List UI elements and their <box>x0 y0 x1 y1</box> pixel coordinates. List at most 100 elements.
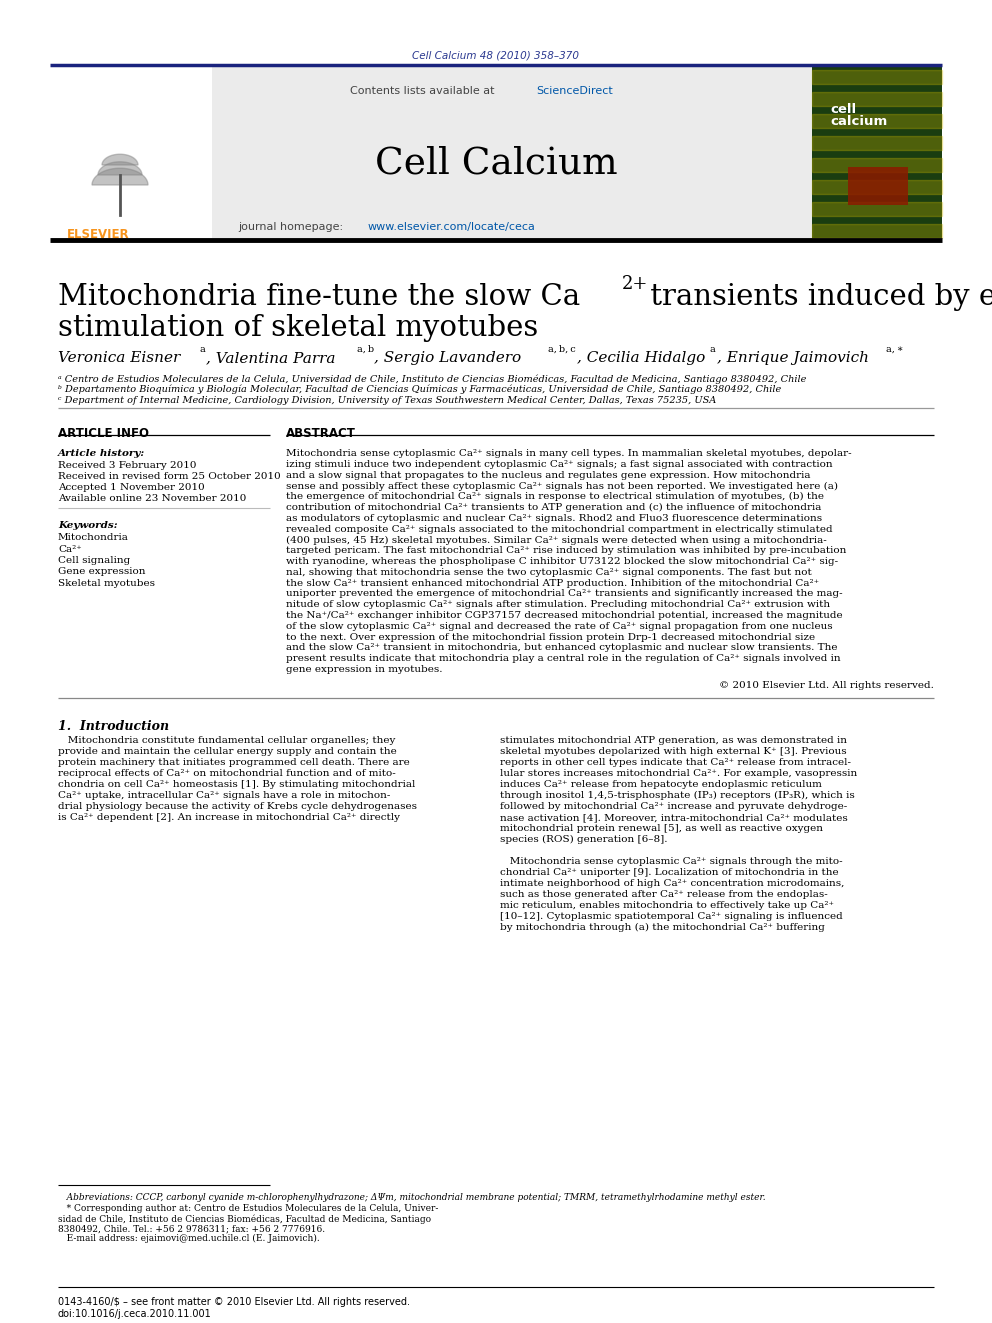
Text: Ca²⁺: Ca²⁺ <box>58 545 81 553</box>
Text: ᵇ Departamento Bioquímica y Biología Molecular, Facultad de Ciencias Químicas y : ᵇ Departamento Bioquímica y Biología Mol… <box>58 385 782 394</box>
Text: www.elsevier.com/locate/ceca: www.elsevier.com/locate/ceca <box>368 222 536 232</box>
Polygon shape <box>812 70 942 83</box>
Text: ELSEVIER: ELSEVIER <box>67 228 130 241</box>
Text: izing stimuli induce two independent cytoplasmic Ca²⁺ signals; a fast signal ass: izing stimuli induce two independent cyt… <box>286 460 832 468</box>
Text: Gene expression: Gene expression <box>58 568 146 577</box>
Text: transients induced by electrical: transients induced by electrical <box>641 283 992 311</box>
Text: intimate neighborhood of high Ca²⁺ concentration microdomains,: intimate neighborhood of high Ca²⁺ conce… <box>500 878 844 888</box>
Text: such as those generated after Ca²⁺ release from the endoplas-: such as those generated after Ca²⁺ relea… <box>500 890 827 898</box>
Text: present results indicate that mitochondria play a central role in the regulation: present results indicate that mitochondr… <box>286 654 840 663</box>
Text: provide and maintain the cellular energy supply and contain the: provide and maintain the cellular energy… <box>58 746 397 755</box>
Text: a, b, c: a, b, c <box>548 345 575 355</box>
Text: ScienceDirect: ScienceDirect <box>536 86 613 97</box>
Text: reciprocal effects of Ca²⁺ on mitochondrial function and of mito-: reciprocal effects of Ca²⁺ on mitochondr… <box>58 769 396 778</box>
Text: species (ROS) generation [6–8].: species (ROS) generation [6–8]. <box>500 835 668 844</box>
Text: * Corresponding author at: Centro de Estudios Moleculares de la Celula, Univer-: * Corresponding author at: Centro de Est… <box>58 1204 438 1213</box>
Text: Mitochondria sense cytoplasmic Ca²⁺ signals through the mito-: Mitochondria sense cytoplasmic Ca²⁺ sign… <box>500 857 842 865</box>
Polygon shape <box>812 114 942 128</box>
Text: 1.  Introduction: 1. Introduction <box>58 720 169 733</box>
Text: nase activation [4]. Moreover, intra-mitochondrial Ca²⁺ modulates: nase activation [4]. Moreover, intra-mit… <box>500 812 848 822</box>
Text: sidad de Chile, Instituto de Ciencias Biomédicas, Facultad de Medicina, Santiago: sidad de Chile, Instituto de Ciencias Bi… <box>58 1215 432 1224</box>
Text: chondria on cell Ca²⁺ homeostasis [1]. By stimulating mitochondrial: chondria on cell Ca²⁺ homeostasis [1]. B… <box>58 779 416 789</box>
Text: to the next. Over expression of the mitochondrial fission protein Drp-1 decrease: to the next. Over expression of the mito… <box>286 632 815 642</box>
Text: a: a <box>199 345 204 355</box>
Text: through inositol 1,4,5-trisphosphate (IP₃) receptors (IP₃R), which is: through inositol 1,4,5-trisphosphate (IP… <box>500 791 855 800</box>
Text: , Cecilia Hidalgo: , Cecilia Hidalgo <box>577 351 705 365</box>
Text: 8380492, Chile. Tel.: +56 2 9786311; fax: +56 2 7776916.: 8380492, Chile. Tel.: +56 2 9786311; fax… <box>58 1224 325 1233</box>
Text: calcium: calcium <box>830 115 887 128</box>
Text: protein machinery that initiates programmed cell death. There are: protein machinery that initiates program… <box>58 758 410 767</box>
Text: Mitochondria: Mitochondria <box>58 533 129 542</box>
Bar <box>848 167 908 205</box>
Text: a, ∗: a, ∗ <box>886 345 904 355</box>
Text: nal, showing that mitochondria sense the two cytoplasmic Ca²⁺ signal components.: nal, showing that mitochondria sense the… <box>286 568 811 577</box>
Text: revealed composite Ca²⁺ signals associated to the mitochondrial compartment in e: revealed composite Ca²⁺ signals associat… <box>286 525 832 533</box>
Text: (400 pulses, 45 Hz) skeletal myotubes. Similar Ca²⁺ signals were detected when u: (400 pulses, 45 Hz) skeletal myotubes. S… <box>286 536 826 545</box>
Text: of the slow cytoplasmic Ca²⁺ signal and decreased the rate of Ca²⁺ signal propag: of the slow cytoplasmic Ca²⁺ signal and … <box>286 622 832 631</box>
Text: Keywords:: Keywords: <box>58 521 118 531</box>
Text: ABSTRACT: ABSTRACT <box>286 427 356 441</box>
Bar <box>50 65 212 238</box>
Text: Mitochondria sense cytoplasmic Ca²⁺ signals in many cell types. In mammalian ske: Mitochondria sense cytoplasmic Ca²⁺ sign… <box>286 448 851 458</box>
Text: Abbreviations: CCCP, carbonyl cyanide m-chlorophenylhydrazone; ΔΨm, mitochondria: Abbreviations: CCCP, carbonyl cyanide m-… <box>58 1193 766 1203</box>
Text: doi:10.1016/j.ceca.2010.11.001: doi:10.1016/j.ceca.2010.11.001 <box>58 1308 211 1319</box>
Text: Contents lists available at: Contents lists available at <box>350 86 498 97</box>
Text: the slow Ca²⁺ transient enhanced mitochondrial ATP production. Inhibition of the: the slow Ca²⁺ transient enhanced mitocho… <box>286 578 819 587</box>
Text: Cell signaling: Cell signaling <box>58 556 130 565</box>
Polygon shape <box>92 168 148 185</box>
Text: and a slow signal that propagates to the nucleus and regulates gene expression. : and a slow signal that propagates to the… <box>286 471 810 480</box>
Text: Article history:: Article history: <box>58 448 145 458</box>
Polygon shape <box>812 224 942 238</box>
Text: Cell Calcium 48 (2010) 358–370: Cell Calcium 48 (2010) 358–370 <box>413 50 579 60</box>
Text: uniporter prevented the emergence of mitochondrial Ca²⁺ transients and significa: uniporter prevented the emergence of mit… <box>286 590 842 598</box>
Text: cell: cell <box>830 103 856 116</box>
Text: with ryanodine, whereas the phospholipase C inhibitor U73122 blocked the slow mi: with ryanodine, whereas the phospholipas… <box>286 557 838 566</box>
Text: drial physiology because the activity of Krebs cycle dehydrogenases: drial physiology because the activity of… <box>58 802 417 811</box>
Text: a, b: a, b <box>357 345 374 355</box>
Text: gene expression in myotubes.: gene expression in myotubes. <box>286 665 442 673</box>
Text: skeletal myotubes depolarized with high external K⁺ [3]. Previous: skeletal myotubes depolarized with high … <box>500 746 846 755</box>
Text: © 2010 Elsevier Ltd. All rights reserved.: © 2010 Elsevier Ltd. All rights reserved… <box>719 681 934 689</box>
Text: ᵃ Centro de Estudios Moleculares de la Celula, Universidad de Chile, Instituto d: ᵃ Centro de Estudios Moleculares de la C… <box>58 374 806 384</box>
Text: journal homepage:: journal homepage: <box>238 222 346 232</box>
Text: Accepted 1 November 2010: Accepted 1 November 2010 <box>58 483 204 492</box>
Text: mic reticulum, enables mitochondria to effectively take up Ca²⁺: mic reticulum, enables mitochondria to e… <box>500 901 834 910</box>
Polygon shape <box>812 157 942 172</box>
Text: Received 3 February 2010: Received 3 February 2010 <box>58 460 196 470</box>
Text: chondrial Ca²⁺ uniporter [9]. Localization of mitochondria in the: chondrial Ca²⁺ uniporter [9]. Localizati… <box>500 868 838 877</box>
Text: Skeletal myotubes: Skeletal myotubes <box>58 579 155 587</box>
Text: lular stores increases mitochondrial Ca²⁺. For example, vasopressin: lular stores increases mitochondrial Ca²… <box>500 769 857 778</box>
Text: followed by mitochondrial Ca²⁺ increase and pyruvate dehydroge-: followed by mitochondrial Ca²⁺ increase … <box>500 802 847 811</box>
Text: 2+: 2+ <box>622 275 649 292</box>
Text: stimulation of skeletal myotubes: stimulation of skeletal myotubes <box>58 314 539 343</box>
Text: ARTICLE INFO: ARTICLE INFO <box>58 427 149 441</box>
Text: E-mail address: ejaimovi@med.uchile.cl (E. Jaimovich).: E-mail address: ejaimovi@med.uchile.cl (… <box>58 1234 319 1244</box>
Text: a: a <box>710 345 716 355</box>
Text: Ca²⁺ uptake, intracellular Ca²⁺ signals have a role in mitochon-: Ca²⁺ uptake, intracellular Ca²⁺ signals … <box>58 791 391 800</box>
Text: by mitochondria through (a) the mitochondrial Ca²⁺ buffering: by mitochondria through (a) the mitochon… <box>500 923 825 931</box>
Polygon shape <box>812 136 942 149</box>
Text: sense and possibly affect these cytoplasmic Ca²⁺ signals has not been reported. : sense and possibly affect these cytoplas… <box>286 482 838 491</box>
Text: 0143-4160/$ – see front matter © 2010 Elsevier Ltd. All rights reserved.: 0143-4160/$ – see front matter © 2010 El… <box>58 1297 410 1307</box>
Text: Mitochondria constitute fundamental cellular organelles; they: Mitochondria constitute fundamental cell… <box>58 736 396 745</box>
Polygon shape <box>98 161 142 175</box>
Text: reports in other cell types indicate that Ca²⁺ release from intracel-: reports in other cell types indicate tha… <box>500 758 851 767</box>
Text: stimulates mitochondrial ATP generation, as was demonstrated in: stimulates mitochondrial ATP generation,… <box>500 736 847 745</box>
Text: , Sergio Lavandero: , Sergio Lavandero <box>374 351 521 365</box>
Polygon shape <box>812 202 942 216</box>
Text: is Ca²⁺ dependent [2]. An increase in mitochondrial Ca²⁺ directly: is Ca²⁺ dependent [2]. An increase in mi… <box>58 812 400 822</box>
Text: as modulators of cytoplasmic and nuclear Ca²⁺ signals. Rhod2 and Fluo3 fluoresce: as modulators of cytoplasmic and nuclear… <box>286 513 822 523</box>
Text: Received in revised form 25 October 2010: Received in revised form 25 October 2010 <box>58 472 281 482</box>
Text: contribution of mitochondrial Ca²⁺ transients to ATP generation and (c) the infl: contribution of mitochondrial Ca²⁺ trans… <box>286 503 821 512</box>
Text: mitochondrial protein renewal [5], as well as reactive oxygen: mitochondrial protein renewal [5], as we… <box>500 824 823 832</box>
Text: the Na⁺/Ca²⁺ exchanger inhibitor CGP37157 decreased mitochondrial potential, inc: the Na⁺/Ca²⁺ exchanger inhibitor CGP3715… <box>286 611 842 620</box>
Text: [10–12]. Cytoplasmic spatiotemporal Ca²⁺ signaling is influenced: [10–12]. Cytoplasmic spatiotemporal Ca²⁺… <box>500 912 843 921</box>
Text: ᶜ Department of Internal Medicine, Cardiology Division, University of Texas Sout: ᶜ Department of Internal Medicine, Cardi… <box>58 396 716 405</box>
Text: Veronica Eisner: Veronica Eisner <box>58 351 181 365</box>
Text: the emergence of mitochondrial Ca²⁺ signals in response to electrical stimulatio: the emergence of mitochondrial Ca²⁺ sign… <box>286 492 824 501</box>
Polygon shape <box>812 180 942 194</box>
Text: , Valentina Parra: , Valentina Parra <box>206 351 335 365</box>
Text: and the slow Ca²⁺ transient in mitochondria, but enhanced cytoplasmic and nuclea: and the slow Ca²⁺ transient in mitochond… <box>286 643 837 652</box>
Bar <box>50 65 942 238</box>
Text: , Enrique Jaimovich: , Enrique Jaimovich <box>717 351 869 365</box>
